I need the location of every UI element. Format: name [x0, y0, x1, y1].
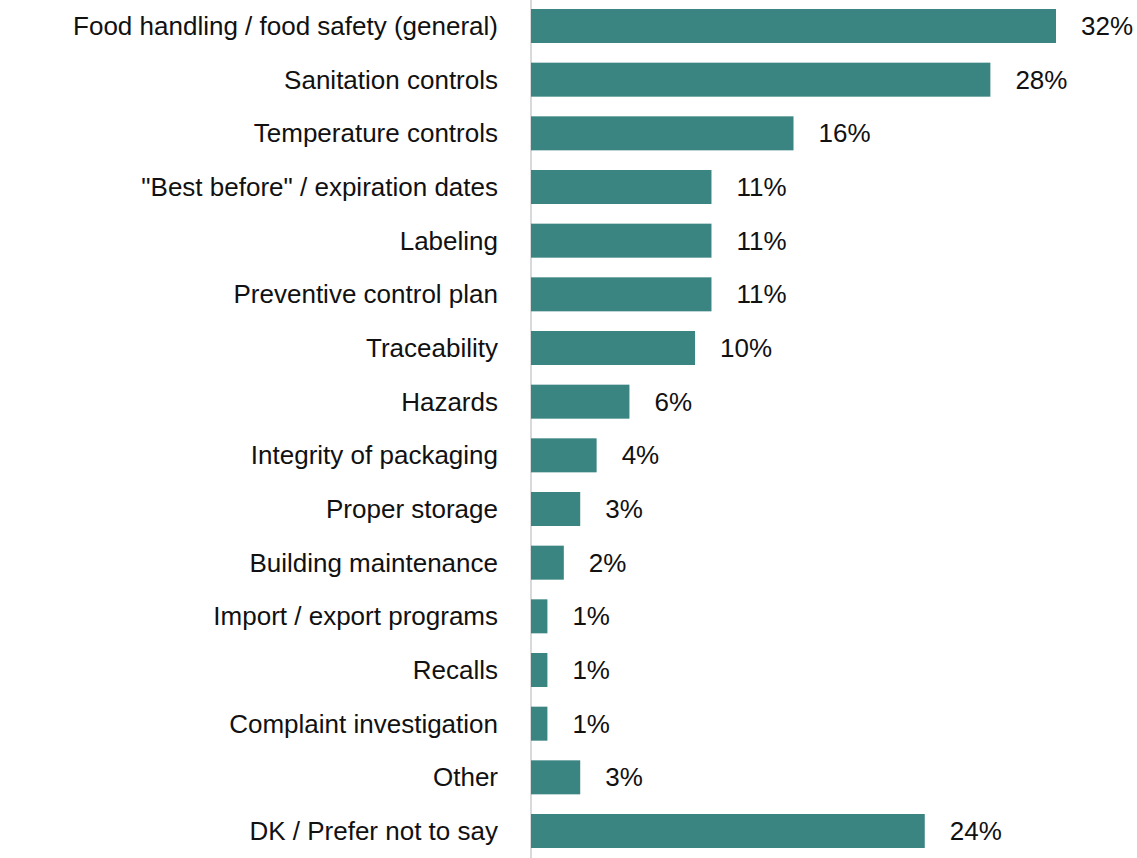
category-label: Food handling / food safety (general): [73, 11, 498, 41]
data-label: 24%: [950, 816, 1002, 846]
category-label: Other: [433, 762, 498, 792]
category-label: Labeling: [400, 226, 498, 256]
category-label: Temperature controls: [254, 118, 498, 148]
bars: [531, 9, 1056, 848]
bar: [531, 707, 547, 741]
bar: [531, 546, 564, 580]
data-label: 11%: [736, 172, 786, 202]
bar: [531, 814, 925, 848]
data-label: 32%: [1081, 11, 1133, 41]
category-label: Sanitation controls: [284, 65, 498, 95]
category-label: Traceability: [366, 333, 498, 363]
category-label: Integrity of packaging: [251, 440, 498, 470]
data-label: 4%: [622, 440, 660, 470]
data-label: 1%: [572, 655, 610, 685]
data-label: 1%: [572, 709, 610, 739]
data-label: 11%: [736, 226, 786, 256]
bar: [531, 224, 711, 258]
data-label: 28%: [1015, 65, 1067, 95]
chart-svg: Food handling / food safety (general) San…: [0, 0, 1137, 858]
bar: [531, 492, 580, 526]
category-label: Import / export programs: [213, 601, 498, 631]
bar: [531, 116, 794, 150]
bar: [531, 385, 629, 419]
category-label: "Best before" / expiration dates: [141, 172, 498, 202]
data-label: 2%: [589, 548, 627, 578]
bar: [531, 653, 547, 687]
bar: [531, 170, 711, 204]
data-label: 3%: [605, 762, 643, 792]
data-label: 3%: [605, 494, 643, 524]
data-label: 16%: [819, 118, 871, 148]
category-label: Complaint investigation: [229, 709, 498, 739]
bar: [531, 277, 711, 311]
data-label: 10%: [720, 333, 772, 363]
chart-container: Food handling / food safety (general) San…: [0, 0, 1137, 858]
category-label: Proper storage: [326, 494, 498, 524]
data-label: 6%: [654, 387, 692, 417]
category-label: Building maintenance: [249, 548, 498, 578]
bar: [531, 331, 695, 365]
category-label: Recalls: [413, 655, 498, 685]
category-label: Hazards: [401, 387, 498, 417]
category-label: Preventive control plan: [234, 279, 498, 309]
bar: [531, 438, 597, 472]
data-label: 1%: [572, 601, 610, 631]
category-labels: Food handling / food safety (general) San…: [73, 11, 498, 846]
category-label: DK / Prefer not to say: [249, 816, 498, 846]
bar: [531, 599, 547, 633]
data-label: 11%: [736, 279, 786, 309]
bar: [531, 63, 990, 97]
data-labels: 32% 28% 16% 11% 11% 11% 10% 6% 4% 3% 2% 1% 1% 1% 3% 24%: [572, 11, 1133, 846]
bar: [531, 9, 1056, 43]
bar: [531, 760, 580, 794]
